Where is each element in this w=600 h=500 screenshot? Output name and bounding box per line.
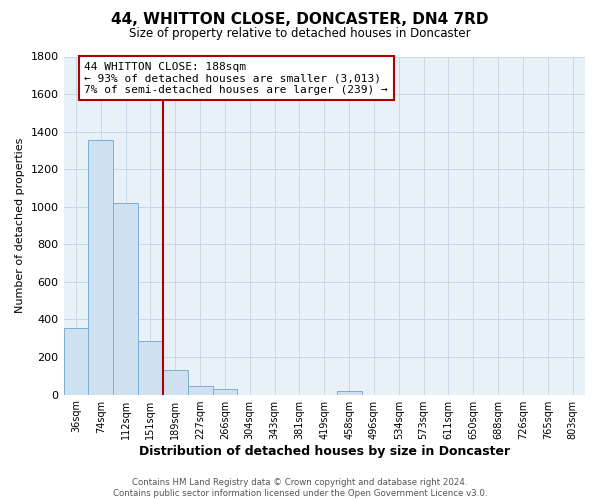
Text: Contains HM Land Registry data © Crown copyright and database right 2024.
Contai: Contains HM Land Registry data © Crown c…: [113, 478, 487, 498]
Text: Size of property relative to detached houses in Doncaster: Size of property relative to detached ho…: [129, 28, 471, 40]
Bar: [64, 328, 88, 394]
Text: 44 WHITTON CLOSE: 188sqm
← 93% of detached houses are smaller (3,013)
7% of semi: 44 WHITTON CLOSE: 188sqm ← 93% of detach…: [85, 62, 388, 95]
Bar: [113, 203, 138, 394]
Text: 44, WHITTON CLOSE, DONCASTER, DN4 7RD: 44, WHITTON CLOSE, DONCASTER, DN4 7RD: [111, 12, 489, 28]
Bar: [337, 391, 362, 394]
Bar: [212, 388, 238, 394]
Bar: [163, 370, 188, 394]
Bar: [88, 140, 113, 394]
Y-axis label: Number of detached properties: Number of detached properties: [15, 138, 25, 313]
Bar: [188, 386, 212, 394]
Bar: [138, 341, 163, 394]
X-axis label: Distribution of detached houses by size in Doncaster: Distribution of detached houses by size …: [139, 444, 510, 458]
